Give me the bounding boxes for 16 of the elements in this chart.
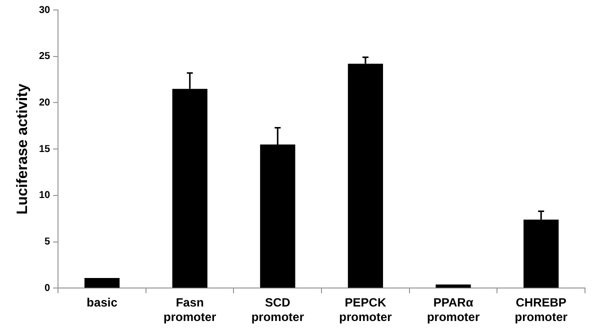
x-tick-label: PPARα promoter [426, 296, 480, 324]
x-tick-label: PEPCK promoter [339, 296, 392, 324]
y-tick-label: 0 [44, 282, 51, 294]
y-tick-label: 25 [39, 51, 51, 62]
y-tick-label: 15 [39, 144, 51, 155]
x-tick-label: CHREBP promoter [514, 296, 568, 324]
x-tick-label: basic [86, 296, 118, 310]
y-tick-label: 5 [44, 236, 51, 248]
bar [84, 278, 120, 288]
y-tick-label: 30 [39, 4, 51, 16]
bar [436, 284, 471, 288]
x-tick-label: SCD promoter [251, 296, 304, 324]
y-axis-title: Luciferase activity [14, 82, 32, 215]
x-tick-label: Fasn promoter [164, 296, 217, 324]
y-tick-label: 20 [39, 97, 51, 108]
y-tick-label: 10 [39, 190, 51, 202]
